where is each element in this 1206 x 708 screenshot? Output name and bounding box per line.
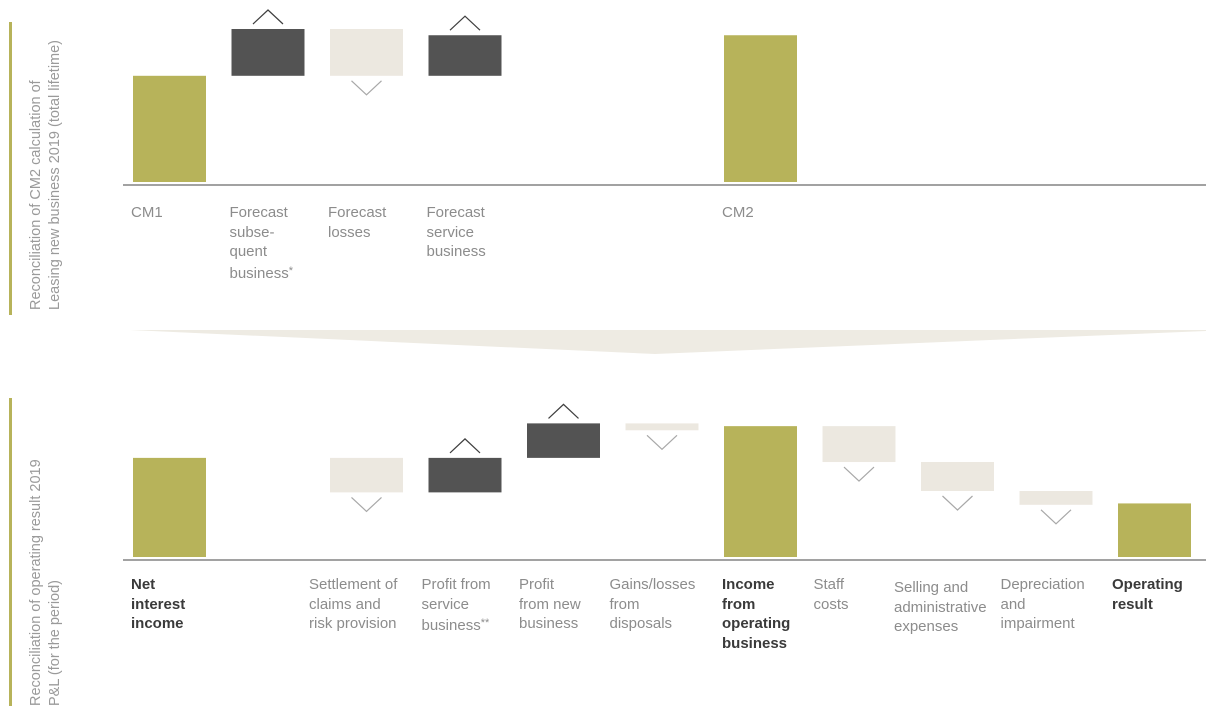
down-arrow-icon [646,434,678,451]
up-arrow-icon [252,9,284,25]
down-arrow-icon [351,496,382,513]
category-label: CM1 [131,204,163,221]
bar-2-2 [330,457,403,493]
category-label: Depreciation and impairment [1000,576,1085,632]
bar-2-0 [133,457,206,557]
category-label: Gains/losses from disposals [609,576,696,632]
bar-1-3 [428,35,502,76]
bar-1-0 [133,75,206,182]
category-label: Selling and administrative expenses [894,579,987,635]
category-label: Income from operating business [722,576,791,652]
bar-2-4 [527,423,600,458]
down-arrow-icon [1040,509,1072,525]
bar-2-5 [625,423,699,431]
category-label: Operating result [1112,576,1183,613]
panel1-vertical-bar [9,22,12,315]
category-label: Forecast service business [426,204,486,260]
category-label: Staff costs [813,576,849,613]
connector-band [130,330,1206,354]
category-label: Forecast losses [328,204,387,241]
bar-2-3 [428,457,502,493]
category-label: Profit from service business** [421,576,491,634]
footnote-marker: ** [480,617,490,629]
category-label: Forecast subse- quent business* [229,204,293,282]
up-arrow-icon [449,438,481,454]
up-arrow-icon [449,15,481,31]
panel2-vertical-bar [9,398,12,706]
bar-2-7 [822,426,896,463]
footnote-marker: * [288,264,293,277]
bar-1-4 [724,35,797,182]
bar-2-6 [724,426,797,557]
down-arrow-icon [843,466,875,482]
category-label: Net interest income [131,576,186,632]
bar-1-1 [231,29,305,76]
bar-2-8 [921,462,994,491]
down-arrow-icon [351,80,382,96]
up-arrow-icon [548,403,579,419]
category-label: Profit from new business [519,576,581,632]
category-label: Settlement of claims and risk provision [309,576,398,632]
bar-1-2 [330,29,403,76]
bar-2-9 [1019,491,1093,505]
down-arrow-icon [942,495,973,511]
bar-2-10 [1118,503,1191,557]
category-label: CM2 [722,204,754,221]
